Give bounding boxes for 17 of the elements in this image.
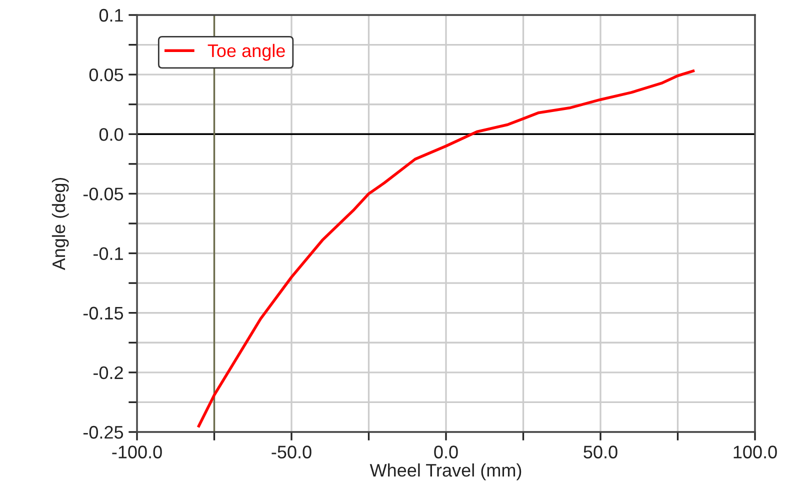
y-tick-label: 0.0 (99, 128, 124, 141)
x-tick-label: 100.0 (734, 446, 777, 458)
x-axis-title: Wheel Travel (mm) (370, 463, 522, 480)
x-tick-label: 50.0 (584, 446, 618, 458)
y-tick-label: -0.1 (94, 247, 123, 260)
y-tick-label: -0.25 (83, 426, 124, 439)
y-tick-label: -0.15 (83, 306, 124, 320)
x-tick-label: -50.0 (272, 446, 312, 458)
legend-label: Toe angle (208, 44, 285, 61)
x-tick-label: -100.0 (112, 446, 162, 458)
line-series (197, 70, 695, 428)
y-axis-title: Angle (deg) (52, 178, 69, 270)
y-tick-label: 0.05 (89, 68, 124, 82)
y-tick-label: -0.2 (94, 366, 123, 380)
x-tick-label: 0.0 (434, 446, 458, 458)
y-tick-label: -0.05 (83, 188, 124, 200)
y-tick-label: 0.1 (99, 8, 123, 22)
